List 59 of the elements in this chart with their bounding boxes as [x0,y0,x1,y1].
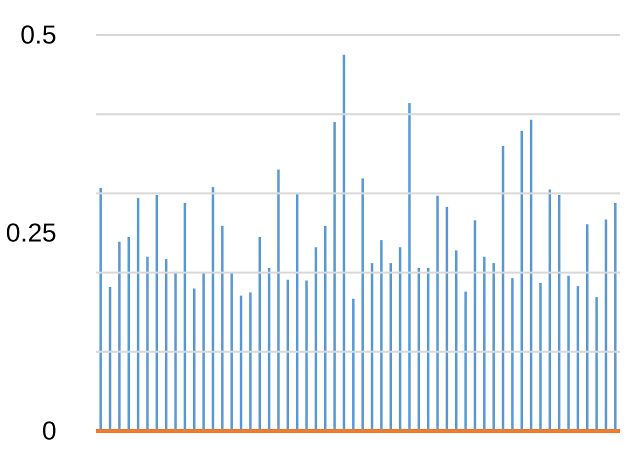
bar [576,286,580,431]
bar [539,282,542,431]
bar [164,259,168,431]
bar [136,198,140,431]
bar [128,236,130,431]
bar [586,224,588,431]
bar [118,242,121,431]
bar [530,120,532,431]
bar [99,188,102,431]
bar [249,292,252,431]
bar [352,298,355,431]
bar [230,272,233,431]
bar [221,226,224,431]
bar [342,54,346,431]
bar [305,280,308,431]
bar [380,240,383,431]
y-tick-label: 0.25 [6,218,56,248]
bar [558,194,560,431]
bar [446,206,448,431]
bar [184,202,186,431]
bar [370,263,374,431]
bar [146,256,149,431]
bar [277,170,280,431]
bar [474,220,476,431]
bar [436,196,439,431]
bar [324,226,326,431]
bar [193,288,196,431]
bar [296,194,298,431]
bar [108,286,112,431]
bar [567,276,570,431]
y-tick-label: 0 [42,416,56,446]
bar [286,280,290,431]
bar [464,292,467,431]
bar [483,256,486,431]
bar [455,250,458,431]
bar [408,103,411,431]
bar [268,268,270,431]
bar [258,236,261,431]
bar [502,146,504,431]
bar [511,278,514,431]
bar [314,247,318,431]
bar [390,263,392,431]
bar [426,268,430,431]
bar [418,268,420,431]
bar [202,272,205,431]
bar [212,187,214,431]
bar [156,194,158,431]
bar [614,202,617,431]
bar [548,189,552,431]
bar [595,297,598,431]
bar [604,220,608,431]
bar [240,296,242,431]
bar [492,263,495,431]
bar [333,122,336,431]
bar [520,130,523,431]
bar [398,247,402,431]
y-tick-label: 0.5 [20,20,56,50]
bar [361,178,364,431]
bar [174,272,177,431]
